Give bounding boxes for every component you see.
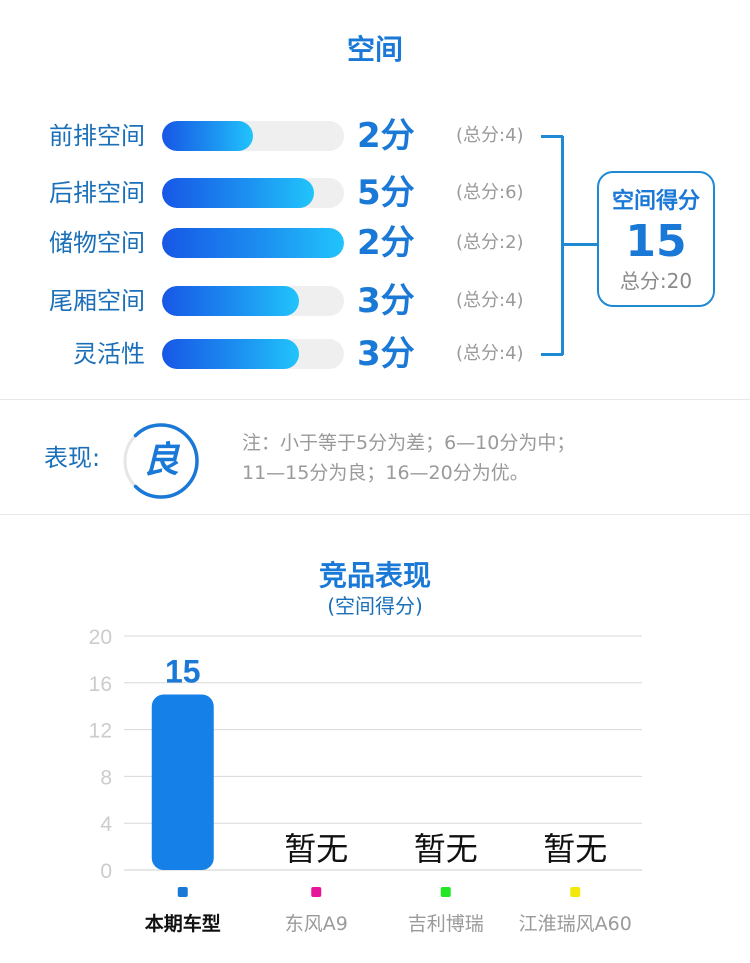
- space-row: 储物空间 2分 (总分:2): [0, 223, 560, 263]
- space-row-bar-fill: [162, 339, 299, 369]
- space-row-score: 2分: [357, 223, 415, 263]
- space-row-total: (总分:4): [456, 290, 524, 311]
- legend-marker: [177, 887, 188, 897]
- space-row-score: 3分: [357, 334, 415, 374]
- y-tick-label: 4: [100, 813, 112, 836]
- space-row-bar-track: [162, 286, 344, 316]
- space-row-label: 后排空间: [49, 179, 145, 207]
- grade-value: 良: [142, 440, 179, 481]
- space-row-label-wrap: 灵活性: [0, 334, 145, 374]
- bracket-connector: [562, 243, 598, 246]
- bar-value-label: 15: [165, 654, 201, 690]
- category-label: 江淮瑞风A60: [519, 913, 632, 935]
- y-tick-label: 8: [100, 766, 112, 789]
- space-row-bar-track: [162, 228, 344, 258]
- space-row-label: 尾厢空间: [49, 287, 145, 315]
- compare-section-subtitle: (空间得分): [327, 594, 423, 618]
- grade-ring-icon: [123, 423, 199, 499]
- space-row-label-wrap: 尾厢空间: [0, 281, 145, 321]
- legend-marker: [570, 887, 581, 897]
- category-label: 吉利博瑞: [408, 913, 484, 935]
- bar-value-label: 暂无: [414, 830, 478, 868]
- space-row-total: (总分:6): [456, 182, 524, 203]
- divider-bottom: [0, 514, 750, 515]
- compare-section-title: 竞品表现: [318, 559, 431, 592]
- space-row-label: 灵活性: [73, 340, 145, 368]
- divider-top: [0, 399, 750, 400]
- legend-marker: [440, 887, 451, 897]
- y-tick-label: 16: [89, 673, 112, 696]
- space-score-title: 空间得分: [611, 189, 700, 214]
- y-tick-label: 20: [89, 626, 112, 649]
- space-score-total: 总分:20: [619, 269, 693, 293]
- grade-note-line-2: 11—15分为良；16—20分为优。: [242, 462, 529, 484]
- space-row-label-wrap: 储物空间: [0, 223, 145, 263]
- space-row-label: 储物空间: [49, 229, 145, 257]
- space-row: 灵活性 3分 (总分:4): [0, 334, 560, 374]
- performance-label: 表现:: [44, 444, 101, 472]
- bracket-tick-bottom: [541, 353, 563, 356]
- grade-note: 注：小于等于5分为差；6—10分为中； 11—15分为良；16—20分为优。: [242, 428, 575, 488]
- legend-marker: [311, 887, 322, 897]
- space-section-title: 空间: [346, 33, 403, 66]
- grade-note-line-1: 注：小于等于5分为差；6—10分为中；: [242, 432, 576, 454]
- space-row: 前排空间 2分 (总分:4): [0, 116, 560, 156]
- space-row-score: 3分: [357, 281, 415, 321]
- bar-value-label: 暂无: [284, 830, 348, 868]
- space-row-label-wrap: 后排空间: [0, 173, 145, 213]
- space-row-bar-fill: [162, 286, 299, 316]
- space-score-box: 空间得分 15 总分:20: [597, 171, 715, 307]
- space-row-total: (总分:2): [456, 232, 524, 253]
- bracket-tick-top: [541, 135, 563, 138]
- space-row-bar-track: [162, 121, 344, 151]
- space-row-bar-fill: [162, 228, 344, 258]
- space-score-value: 15: [625, 216, 687, 267]
- y-tick-label: 12: [89, 720, 112, 743]
- space-row-bar-fill: [162, 121, 253, 151]
- bar: [151, 694, 214, 870]
- space-row-score: 2分: [357, 116, 415, 156]
- category-label: 东风A9: [285, 913, 348, 935]
- space-row: 尾厢空间 3分 (总分:4): [0, 281, 560, 321]
- space-row-score: 5分: [357, 173, 415, 213]
- grade-ring-progress: [133, 423, 199, 499]
- space-row-bar-track: [162, 178, 344, 208]
- category-label: 本期车型: [145, 912, 221, 935]
- space-row-label: 前排空间: [49, 122, 145, 150]
- space-row-bar-fill: [162, 178, 314, 208]
- y-tick-label: 0: [100, 860, 112, 883]
- space-row-total: (总分:4): [456, 125, 524, 146]
- space-row-total: (总分:4): [456, 343, 524, 364]
- space-row-bar-track: [162, 339, 344, 369]
- space-row: 后排空间 5分 (总分:6): [0, 173, 560, 213]
- bar-value-label: 暂无: [543, 830, 607, 868]
- space-row-label-wrap: 前排空间: [0, 116, 145, 156]
